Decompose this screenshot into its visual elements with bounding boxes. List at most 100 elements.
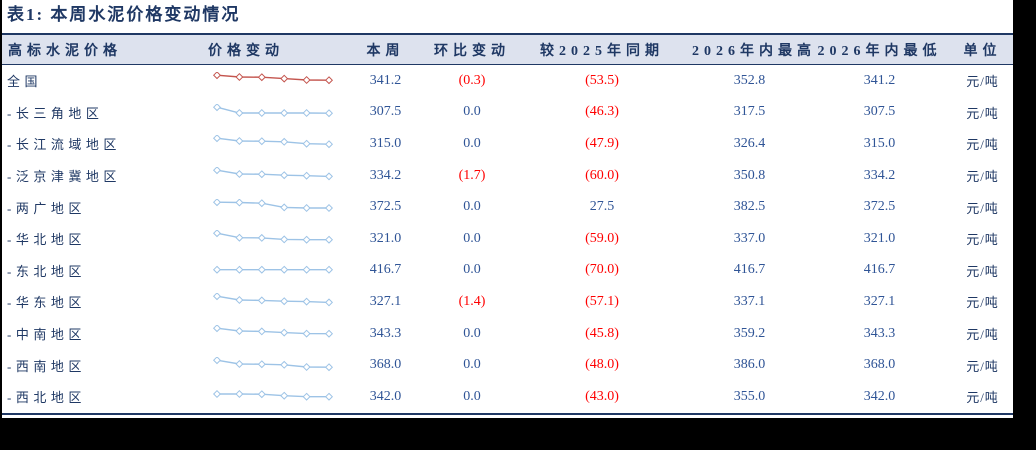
sparkline-cell [204,103,339,121]
table-row: -西北地区 342.0 0.0 (43.0) 355.0 342.0 元/吨 [2,381,1013,413]
vs-2025-value: (46.3) [585,104,619,120]
high-2026-value: 352.8 [733,72,766,88]
price-trend-sparkline [212,356,334,371]
region-label: -长江流域地区 [7,137,121,153]
high-2026-value: 382.5 [733,199,766,215]
this-week-value: 372.5 [369,199,402,215]
vs-2025-value: 27.5 [589,199,615,215]
low-2026-value: 315.0 [863,135,896,151]
region-label: -长三角地区 [7,105,104,121]
wow-change-value: 0.0 [463,199,481,215]
high-2026-value: 326.4 [733,135,766,151]
region-label: -西南地区 [7,358,86,374]
sparkline-cell [204,135,339,152]
vs-2025-value: (48.0) [585,357,619,373]
price-trend-sparkline [212,167,334,181]
this-week-value: 334.2 [369,167,402,183]
unit-label: 元/吨 [966,263,999,279]
table-row: -中南地区 343.3 0.0 (45.8) 359.2 343.3 元/吨 [2,318,1013,350]
region-label: -中南地区 [7,327,86,343]
price-trend-sparkline [212,135,334,149]
this-week-value: 343.3 [369,325,402,341]
high-2026-value: 317.5 [733,104,766,120]
high-2026-value: 337.0 [733,230,766,246]
wow-change-value: 0.0 [463,104,481,120]
wow-change-value: 0.0 [463,135,481,151]
low-2026-value: 307.5 [863,104,896,120]
vs-2025-value: (57.1) [585,293,619,309]
sparkline-cell [204,293,339,310]
high-2026-value: 386.0 [733,357,766,373]
unit-label: 元/吨 [966,327,999,343]
vs-2025-value: (43.0) [585,388,619,404]
sparkline-cell [204,167,339,184]
low-2026-value: 334.2 [863,167,896,183]
report-table-card: 表1: 本周水泥价格变动情况 高标水泥价格 价格变动 本周 环比变动 较2025… [2,0,1013,418]
wow-change-value: (0.3) [458,72,486,88]
table-header-row: 高标水泥价格 价格变动 本周 环比变动 较2025年同期 2026年内最高 20… [2,33,1013,65]
this-week-value: 307.5 [369,104,402,120]
unit-label: 元/吨 [966,105,999,121]
col-header-price: 高标水泥价格 [8,43,122,59]
high-2026-value: 355.0 [733,388,766,404]
unit-label: 元/吨 [966,74,999,90]
wow-change-value: (1.4) [458,293,486,309]
region-label: -东北地区 [7,263,86,279]
unit-label: 元/吨 [966,169,999,185]
price-trend-sparkline [212,103,334,118]
wow-change-value: 0.0 [463,325,481,341]
table-body: 全国 341.2 (0.3) (53.5) 352.8 341.2 元/吨 -长… [2,65,1013,415]
region-label: -泛京津冀地区 [7,169,121,185]
sparkline-cell [204,388,339,405]
table-row: -华北地区 321.0 0.0 (59.0) 337.0 321.0 元/吨 [2,223,1013,255]
low-2026-value: 372.5 [863,199,896,215]
price-trend-sparkline [212,198,334,212]
wow-change-value: 0.0 [463,388,481,404]
table-row: -泛京津冀地区 334.2 (1.7) (60.0) 350.8 334.2 元… [2,160,1013,192]
wow-change-value: (1.7) [458,167,486,183]
price-trend-sparkline [212,72,334,85]
unit-label: 元/吨 [966,358,999,374]
sparkline-cell [204,356,339,374]
vs-2025-value: (59.0) [585,230,619,246]
unit-label: 元/吨 [966,200,999,216]
vs-2025-value: (53.5) [585,72,619,88]
col-header-low-2026: 2026年内最低 [817,43,942,59]
this-week-value: 341.2 [369,72,402,88]
region-label: -两广地区 [7,200,86,216]
low-2026-value: 321.0 [863,230,896,246]
low-2026-value: 416.7 [863,262,896,278]
vs-2025-value: (70.0) [585,262,619,278]
table-title: 表1: 本周水泥价格变动情况 [7,5,241,24]
sparkline-cell [204,198,339,216]
this-week-value: 416.7 [369,262,402,278]
col-header-change: 价格变动 [208,43,284,59]
low-2026-value: 327.1 [863,293,896,309]
low-2026-value: 341.2 [863,72,896,88]
high-2026-value: 350.8 [733,167,766,183]
col-header-wow: 环比变动 [434,43,510,59]
table-row: -东北地区 416.7 0.0 (70.0) 416.7 416.7 元/吨 [2,255,1013,287]
low-2026-value: 368.0 [863,357,896,373]
table-row: -两广地区 372.5 0.0 27.5 382.5 372.5 元/吨 [2,191,1013,223]
this-week-value: 321.0 [369,230,402,246]
wow-change-value: 0.0 [463,230,481,246]
low-2026-value: 343.3 [863,325,896,341]
table-row: -华东地区 327.1 (1.4) (57.1) 337.1 327.1 元/吨 [2,286,1013,318]
unit-label: 元/吨 [966,137,999,153]
table-row: -长三角地区 307.5 0.0 (46.3) 317.5 307.5 元/吨 [2,97,1013,129]
table-row: -长江流域地区 315.0 0.0 (47.9) 326.4 315.0 元/吨 [2,128,1013,160]
wow-change-value: 0.0 [463,262,481,278]
this-week-value: 342.0 [369,388,402,404]
vs-2025-value: (60.0) [585,167,619,183]
col-header-high-2026: 2026年内最高 [692,43,816,59]
vs-2025-value: (45.8) [585,325,619,341]
price-trend-sparkline [212,265,334,274]
region-label: -西北地区 [7,390,86,406]
this-week-value: 315.0 [369,135,402,151]
this-week-value: 368.0 [369,357,402,373]
sparkline-cell [204,262,339,279]
unit-label: 元/吨 [966,390,999,406]
price-trend-sparkline [212,293,334,307]
unit-label: 元/吨 [966,295,999,311]
